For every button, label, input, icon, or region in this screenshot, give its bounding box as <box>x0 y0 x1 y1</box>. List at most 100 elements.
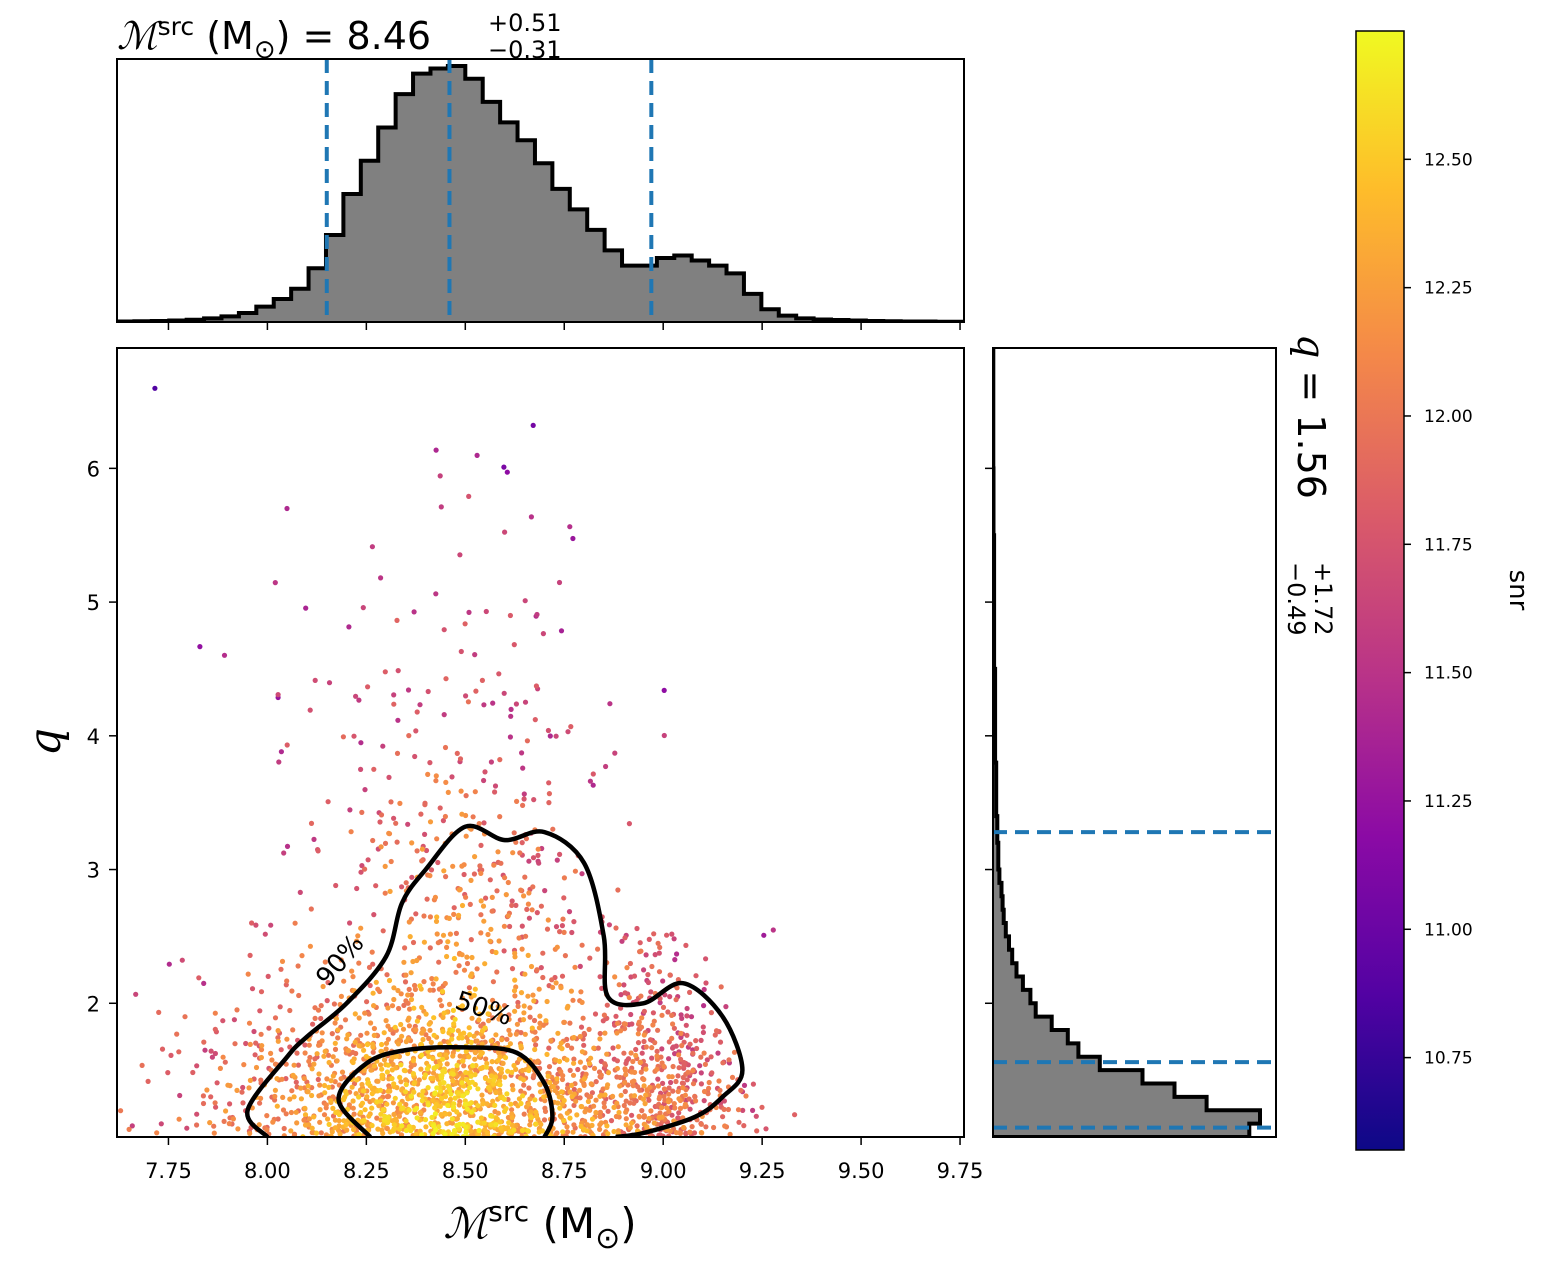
scatter-point <box>449 1036 455 1042</box>
scatter-point <box>311 1061 317 1067</box>
scatter-point <box>623 1116 629 1122</box>
scatter-point <box>715 1050 721 1056</box>
scatter-point <box>436 1052 443 1058</box>
scatter-point <box>670 1088 676 1094</box>
scatter-point <box>379 1072 385 1078</box>
scatter-point <box>635 1084 641 1090</box>
scatter-point <box>652 1040 658 1046</box>
scatter-point <box>660 1080 666 1086</box>
scatter-point <box>490 700 496 706</box>
scatter-point <box>222 1059 228 1065</box>
top-title-value: = 8.46 <box>290 14 431 58</box>
scatter-point <box>466 609 472 616</box>
scatter-point <box>533 1109 539 1115</box>
scatter-point <box>278 749 284 755</box>
scatter-point <box>527 1096 533 1102</box>
scatter-point <box>463 894 469 900</box>
scatter-point <box>289 1088 295 1094</box>
scatter-point <box>283 982 289 988</box>
scatter-point <box>424 896 430 902</box>
scatter-point <box>275 1116 281 1122</box>
scatter-point <box>727 1131 733 1137</box>
scatter-point <box>385 1093 392 1099</box>
scatter-point <box>613 925 619 931</box>
scatter-point <box>614 1030 620 1036</box>
scatter-point <box>584 1122 591 1128</box>
scatter-point <box>694 1045 700 1052</box>
scatter-point <box>509 902 515 909</box>
scatter-point <box>232 1041 238 1047</box>
scatter-point <box>451 1128 458 1134</box>
scatter-point <box>442 1094 449 1100</box>
scatter-point <box>657 1094 663 1100</box>
scatter-point <box>673 1130 679 1136</box>
scatter-point <box>438 1112 444 1118</box>
scatter-point <box>417 1110 423 1116</box>
scatter-point <box>602 1061 608 1067</box>
scatter-point <box>345 1032 351 1038</box>
scatter-point <box>701 1003 707 1009</box>
scatter-point <box>386 830 392 836</box>
scatter-point <box>422 802 428 808</box>
scatter-point <box>582 1109 588 1115</box>
scatter-point <box>513 1031 519 1037</box>
scatter-point <box>546 791 553 797</box>
scatter-point <box>648 1108 654 1114</box>
scatter-point <box>505 1114 511 1121</box>
scatter-point <box>434 836 440 842</box>
scatter-point <box>226 1121 232 1127</box>
scatter-point <box>589 1122 595 1128</box>
scatter-point <box>200 1093 206 1099</box>
scatter-point <box>230 1116 236 1122</box>
scatter-point <box>360 1088 366 1094</box>
scatter-point <box>287 1007 293 1014</box>
scatter-point <box>623 1122 629 1128</box>
scatter-point <box>685 1069 691 1075</box>
scatter-point <box>539 1128 546 1134</box>
scatter-point <box>378 1062 384 1068</box>
joint-background <box>117 348 964 1137</box>
scatter-point <box>494 969 500 975</box>
scatter-point <box>398 1021 404 1028</box>
scatter-point <box>427 873 433 879</box>
scatter-point <box>371 1063 378 1069</box>
scatter-point <box>212 1050 218 1057</box>
scatter-point <box>468 1073 474 1079</box>
scatter-point <box>474 452 480 458</box>
scatter-point <box>231 1017 237 1023</box>
scatter-point <box>382 863 388 870</box>
scatter-point <box>440 932 447 938</box>
scatter-point <box>385 1114 391 1120</box>
scatter-point <box>391 692 397 698</box>
scatter-point <box>490 1015 496 1021</box>
scatter-point <box>403 1077 409 1083</box>
scatter-point <box>687 1106 693 1112</box>
right-histogram-fill <box>993 348 1260 1137</box>
scatter-point <box>478 870 484 877</box>
scatter-point <box>610 1093 616 1099</box>
scatter-point <box>522 598 528 604</box>
scatter-point <box>459 1080 465 1086</box>
scatter-point <box>507 612 513 619</box>
scatter-point <box>672 957 678 963</box>
scatter-point <box>407 934 413 940</box>
scatter-point <box>486 1018 492 1024</box>
scatter-point <box>468 937 474 943</box>
scatter-point <box>334 1058 340 1064</box>
scatter-point <box>302 1122 309 1128</box>
scatter-point <box>467 1032 473 1038</box>
top-marginal-panel: ℳsrc (M⊙) = 8.46 +0.51 −0.31 <box>116 9 965 330</box>
scatter-point <box>614 1100 620 1106</box>
scatter-point <box>485 1011 491 1017</box>
scatter-point <box>264 1113 270 1119</box>
scatter-point <box>612 974 618 980</box>
scatter-point <box>456 1121 463 1127</box>
scatter-point <box>580 1015 586 1021</box>
scatter-point <box>416 1077 422 1083</box>
scatter-point <box>341 1118 347 1124</box>
scatter-point <box>444 953 450 960</box>
scatter-point <box>581 1126 587 1132</box>
scatter-point <box>405 687 412 693</box>
scatter-point <box>667 994 673 1000</box>
scatter-point <box>683 1131 689 1137</box>
